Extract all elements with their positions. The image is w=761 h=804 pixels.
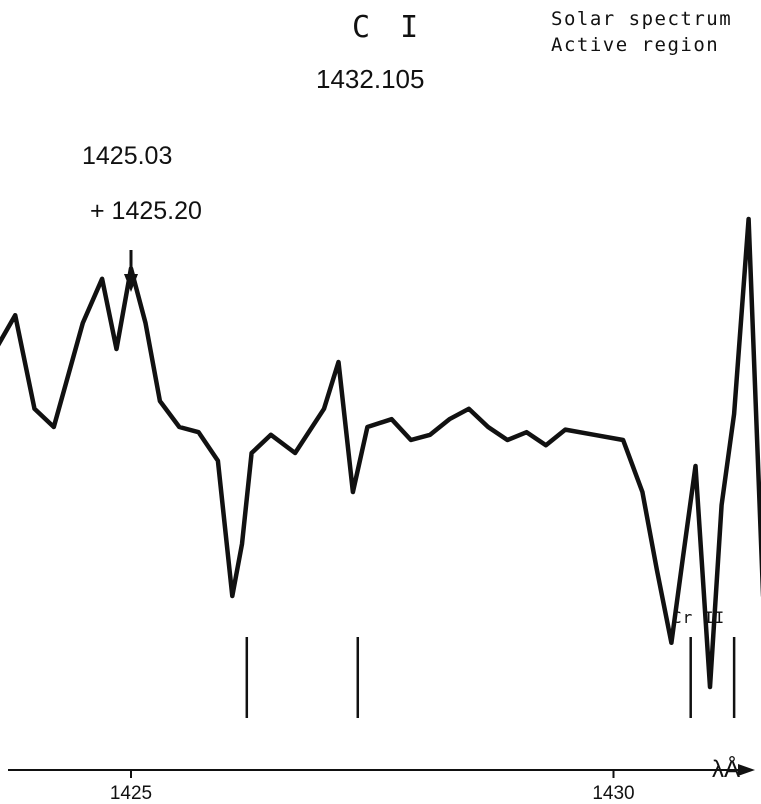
annotation-arrow <box>124 250 138 292</box>
x-axis-unit-label: λÅ <box>712 756 741 783</box>
x-tick-label: 1430 <box>592 783 634 804</box>
spectrum-layer <box>0 216 761 690</box>
cr-ii-label: Cr II <box>672 608 726 627</box>
x-tick-label: 1425 <box>110 783 152 804</box>
spectrum-trace <box>0 216 761 690</box>
info-label-2: Active region <box>551 34 720 56</box>
info-label-1: Solar spectrum <box>551 8 733 30</box>
main-line-label: 1432.105 <box>316 64 425 94</box>
annotation-line-1: 1425.03 <box>82 142 173 170</box>
x-axis-arrowhead <box>738 764 755 776</box>
cr-ii-line-marks <box>245 637 736 718</box>
annotation-line-2: + 1425.20 <box>90 197 202 225</box>
annotation-arrow-head <box>124 274 138 292</box>
chart-title: C I <box>352 10 425 45</box>
x-axis: 1425143014351440 <box>8 764 755 804</box>
